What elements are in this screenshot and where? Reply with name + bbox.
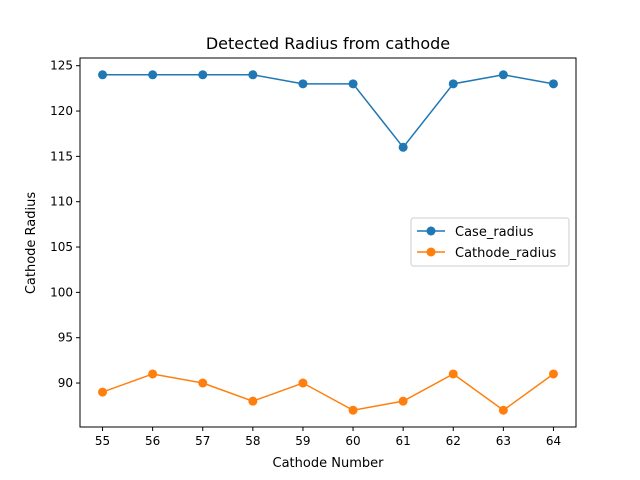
series-group xyxy=(98,70,558,415)
y-axis-label: Cathode Radius xyxy=(24,192,39,295)
data-point xyxy=(448,79,458,89)
legend-label: Cathode_radius xyxy=(455,246,556,261)
y-tick-label: 105 xyxy=(50,240,73,254)
y-tick-label: 90 xyxy=(58,376,73,390)
data-point xyxy=(498,70,508,80)
series-line-case-radius xyxy=(102,74,554,149)
x-tick-label: 62 xyxy=(446,434,461,448)
legend-box xyxy=(410,217,570,267)
legend-marker xyxy=(426,247,436,257)
data-point xyxy=(548,79,558,89)
x-tick-label: 61 xyxy=(396,434,411,448)
chart-title: Detected Radius from cathode xyxy=(206,34,450,53)
x-tick-label: 64 xyxy=(546,434,561,448)
x-tick-label: 63 xyxy=(496,434,511,448)
data-point xyxy=(148,369,158,379)
y-tick-label: 95 xyxy=(58,331,73,345)
y-tick-label: 115 xyxy=(50,149,73,163)
data-point xyxy=(398,142,408,152)
y-tick-label: 110 xyxy=(50,195,73,209)
x-axis-label: Cathode Number xyxy=(273,456,385,471)
y-tick-label: 100 xyxy=(50,285,73,299)
y-tick-label: 120 xyxy=(50,104,73,118)
data-point xyxy=(548,369,558,379)
data-point xyxy=(148,70,158,80)
data-point xyxy=(348,79,358,89)
data-point xyxy=(398,396,408,406)
data-point xyxy=(448,369,458,379)
data-point xyxy=(198,70,208,80)
x-tick-label: 59 xyxy=(295,434,310,448)
data-point xyxy=(348,405,358,415)
data-point xyxy=(298,378,308,388)
data-point xyxy=(248,70,258,80)
data-point xyxy=(98,70,108,80)
data-point xyxy=(198,378,208,388)
data-point xyxy=(248,396,258,406)
x-tick-label: 56 xyxy=(145,434,160,448)
series-line-cathode-radius xyxy=(102,373,554,412)
x-tick-label: 57 xyxy=(195,434,210,448)
x-tick-label: 55 xyxy=(95,434,110,448)
y-axis: 90 95 100 105 110 115 120 125 xyxy=(50,59,80,390)
data-point xyxy=(98,387,108,397)
x-tick-label: 58 xyxy=(245,434,260,448)
legend-label: Case_radius xyxy=(455,225,534,240)
legend: Case_radius Cathode_radius xyxy=(410,217,570,267)
y-tick-label: 125 xyxy=(50,59,73,73)
data-point xyxy=(498,405,508,415)
x-axis: 55 56 57 58 59 60 61 62 63 64 xyxy=(95,427,561,448)
x-tick-label: 60 xyxy=(345,434,360,448)
legend-marker xyxy=(426,226,436,236)
data-point xyxy=(298,79,308,89)
plot-frame xyxy=(79,57,577,428)
